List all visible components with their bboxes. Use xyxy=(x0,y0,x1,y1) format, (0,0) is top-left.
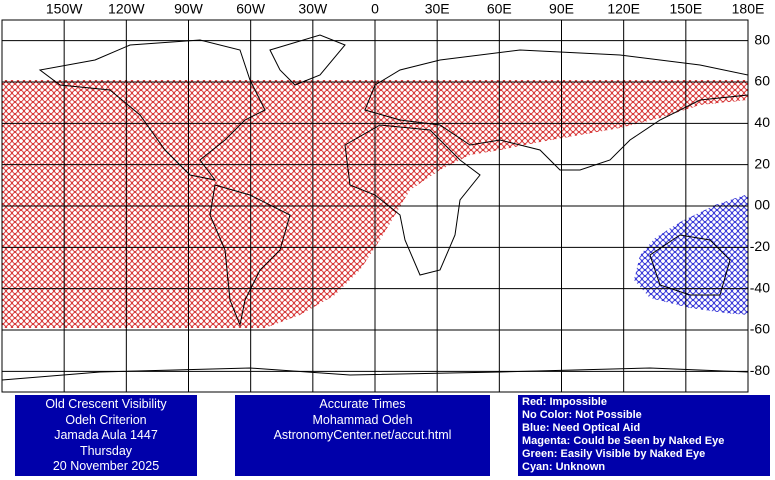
text-line: Thursday xyxy=(79,443,133,458)
text-line: Magenta: Could be Seen by Naked Eye xyxy=(522,435,725,447)
text-line: Mohammad Odeh xyxy=(312,412,413,427)
map-border xyxy=(1,19,749,393)
title-box: Old Crescent Visibility Odeh Criterion Jam… xyxy=(15,395,197,476)
text-line: Blue: Need Optical Aid xyxy=(522,422,641,434)
text-line: 20 November 2025 xyxy=(52,459,160,473)
longitude-label: 90W xyxy=(174,1,204,17)
latitude-label: 00 xyxy=(754,197,770,213)
latitude-label: -80 xyxy=(750,362,770,378)
latitude-label: -40 xyxy=(750,279,770,295)
longitude-label: 150E xyxy=(669,1,702,17)
latitude-label: -20 xyxy=(750,238,770,254)
text-line: Jamada Aula 1447 xyxy=(54,428,158,442)
text-line: No Color: Not Possible xyxy=(522,409,642,421)
text-line: AstronomyCenter.net/accut.html xyxy=(273,428,452,442)
longitude-label: 30W xyxy=(298,1,328,17)
longitude-label: 90E xyxy=(549,1,574,17)
text-line: Red: Impossible xyxy=(522,396,607,408)
graticule xyxy=(2,20,749,392)
latitude-label: 40 xyxy=(754,114,770,130)
latitude-label: -60 xyxy=(750,321,770,337)
map: 150W 120W 90W 60W 30W 0 30E 60E 90E 120E 150E 180E 8… xyxy=(1,1,770,393)
legend-box: Red: Impossible No Color: Not Possible Blu… xyxy=(518,395,770,476)
latitude-label: 80 xyxy=(754,31,770,47)
text-line: Cyan: Unknown xyxy=(522,461,606,473)
longitude-label: 150W xyxy=(46,1,83,17)
text-line: Accurate Times xyxy=(319,397,406,411)
credits-box: Accurate Times Mohammad Odeh AstronomyCent… xyxy=(235,395,490,476)
text-line: Old Crescent Visibility xyxy=(45,397,167,411)
text-line: Green: Easily Visible by Naked Eye xyxy=(522,448,706,460)
optical-aid-region xyxy=(634,194,748,315)
longitude-label: 60E xyxy=(487,1,512,17)
longitude-label: 30E xyxy=(425,1,450,17)
longitude-label: 0 xyxy=(371,1,379,17)
longitude-label: 120W xyxy=(108,1,145,17)
text-line: Odeh Criterion xyxy=(65,412,147,427)
longitude-label: 180E xyxy=(732,1,765,17)
coastlines xyxy=(1,34,749,381)
longitude-label: 60W xyxy=(236,1,266,17)
longitude-label: 120E xyxy=(607,1,640,17)
latitude-label: 60 xyxy=(754,73,770,89)
latitude-label: 20 xyxy=(754,155,770,171)
